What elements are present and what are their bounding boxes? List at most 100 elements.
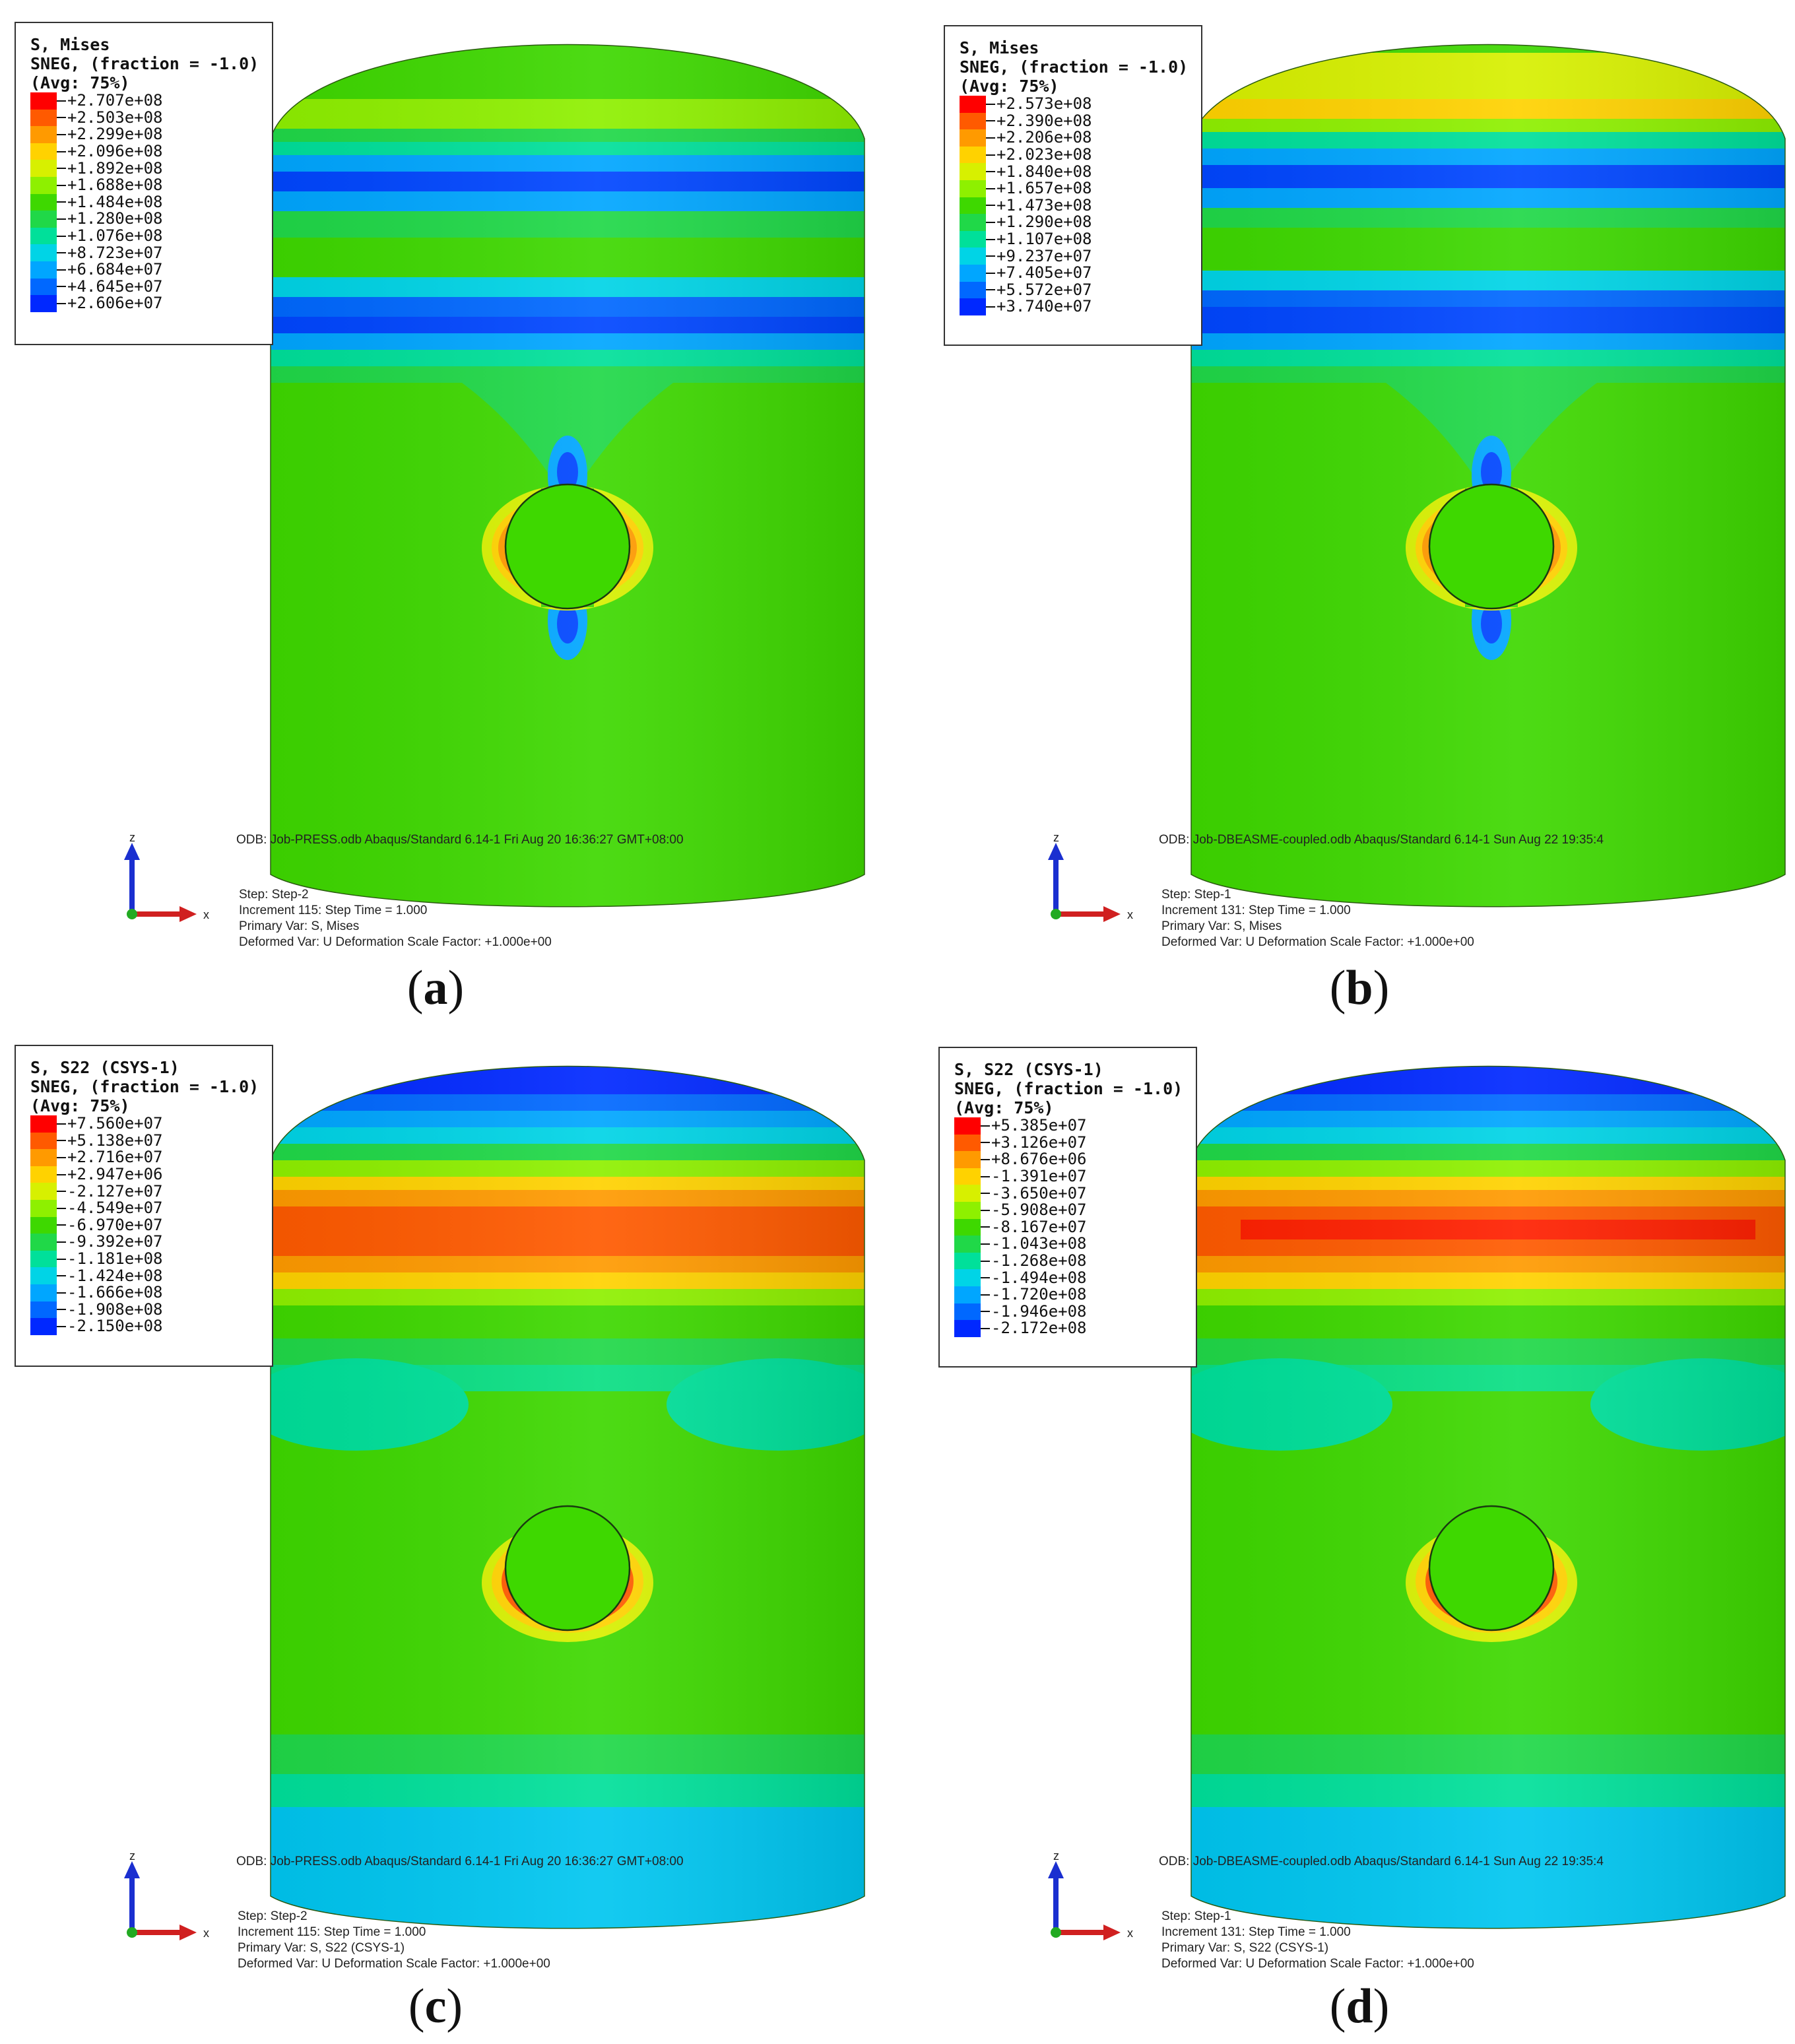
legend-title-variable: S, S22 (CSYS-1) (954, 1060, 1103, 1079)
legend-row: +2.573e+08 (960, 96, 1188, 113)
legend-value: +1.107e+08 (996, 230, 1092, 249)
legend-value: -5.908e+07 (991, 1201, 1087, 1220)
legend-tick (981, 1193, 990, 1195)
deformed-var-line: Deformed Var: U Deformation Scale Factor… (1161, 935, 1474, 949)
legend-row: +2.299e+08 (30, 126, 259, 143)
legend-tick (57, 117, 66, 119)
legend-row: +7.405e+07 (960, 265, 1188, 282)
legend-value: +4.645e+07 (67, 277, 163, 296)
legend-scale: +2.573e+08 +2.390e+08 +2.206e+08 +2.023e+08… (960, 96, 1188, 315)
legend-row: -5.908e+07 (954, 1202, 1183, 1219)
legend-tick (57, 1309, 66, 1311)
axis-triad: z x (124, 1849, 209, 1940)
z-axis-arrowhead (1048, 843, 1064, 860)
panel-label: (c) (408, 1979, 463, 2033)
legend-value: +8.723e+07 (67, 243, 163, 262)
panel-letter: b (1346, 961, 1373, 1015)
increment-line: Increment 131: Step Time = 1.000 (1161, 1925, 1351, 1939)
legend-value: -1.946e+08 (991, 1302, 1087, 1321)
legend-row: -3.650e+07 (954, 1185, 1183, 1202)
deformed-var-line: Deformed Var: U Deformation Scale Factor… (238, 1957, 550, 1971)
origin-dot (1051, 909, 1061, 919)
panel-label: (d) (1329, 1979, 1390, 2033)
legend-color-swatch (30, 160, 57, 177)
legend-row: -1.181e+08 (30, 1251, 259, 1268)
z-axis-arrowhead (124, 1861, 140, 1878)
legend-title-avg: (Avg: 75%) (30, 1096, 130, 1115)
legend-value: -4.549e+07 (67, 1199, 163, 1218)
legend-tick (986, 154, 995, 156)
legend-value: -1.043e+08 (991, 1234, 1087, 1253)
vessel-contour-plot (1191, 1065, 1786, 1929)
legend-tick (57, 1325, 66, 1327)
legend-box: S, Mises SNEG, (fraction = -1.0) (Avg: 7… (944, 25, 1202, 346)
legend-tick (986, 187, 995, 189)
primary-var-line: Primary Var: S, Mises (239, 919, 360, 933)
legend-value: +2.206e+08 (996, 128, 1092, 147)
legend-value: -1.720e+08 (991, 1285, 1087, 1304)
legend-row: +1.688e+08 (30, 177, 259, 194)
legend-row: -1.268e+08 (954, 1253, 1183, 1270)
z-axis-label: z (1053, 1849, 1059, 1863)
legend-color-swatch (30, 143, 57, 160)
legend-row: -2.150e+08 (30, 1318, 259, 1335)
legend-tick (57, 1173, 66, 1175)
legend-row: +1.290e+08 (960, 214, 1188, 231)
legend-scale: +7.560e+07 +5.138e+07 +2.716e+07 +2.947e+06… (30, 1115, 259, 1335)
legend-row: +8.723e+07 (30, 244, 259, 261)
legend-color-swatch (30, 1166, 57, 1183)
x-axis-label: x (1127, 1927, 1133, 1940)
legend-color-swatch (960, 230, 986, 248)
legend-value: -2.150e+08 (67, 1317, 163, 1336)
legend-color-swatch (954, 1201, 981, 1219)
legend-box: S, Mises SNEG, (fraction = -1.0) (Avg: 7… (15, 22, 273, 345)
legend-value: -1.908e+08 (67, 1300, 163, 1319)
legend-color-swatch (960, 112, 986, 130)
legend-tick (57, 133, 66, 135)
legend-row: +3.126e+07 (954, 1134, 1183, 1152)
legend-color-swatch (30, 1301, 57, 1319)
axis-triad: z x (1048, 1849, 1133, 1940)
legend-color-swatch (30, 261, 57, 279)
legend-row: +7.560e+07 (30, 1115, 259, 1133)
panel-label: (a) (407, 961, 465, 1015)
legend-value: +2.947e+06 (67, 1165, 163, 1184)
legend-scale: +5.385e+07 +3.126e+07 +8.676e+06 -1.391e+07… (954, 1117, 1183, 1337)
legend-value: +2.096e+08 (67, 142, 163, 161)
legend-tick (986, 306, 995, 308)
panel-letter: c (424, 1979, 447, 2033)
legend-color-swatch (960, 247, 986, 265)
legend-row: +2.947e+06 (30, 1166, 259, 1183)
x-axis-arrowhead (180, 906, 197, 922)
legend-tick (981, 1277, 990, 1279)
legend-row: +1.657e+08 (960, 180, 1188, 197)
legend-color-swatch (30, 1115, 57, 1133)
legend-row: +5.385e+07 (954, 1117, 1183, 1135)
legend-color-swatch (30, 244, 57, 261)
legend-color-swatch (960, 264, 986, 282)
legend-value: -1.391e+07 (991, 1167, 1087, 1186)
legend-color-swatch (960, 146, 986, 164)
legend-color-swatch (960, 163, 986, 180)
legend-row: -1.391e+07 (954, 1168, 1183, 1185)
legend-row: -1.043e+08 (954, 1236, 1183, 1253)
legend-row: +1.473e+08 (960, 197, 1188, 214)
legend-color-swatch (30, 1183, 57, 1200)
panel-letter: a (423, 961, 448, 1015)
legend-color-swatch (954, 1168, 981, 1185)
legend-color-swatch (30, 1318, 57, 1335)
legend-color-swatch (954, 1185, 981, 1202)
legend-title-avg: (Avg: 75%) (30, 73, 130, 92)
x-axis-label: x (203, 908, 209, 921)
legend-value: +1.688e+08 (67, 176, 163, 195)
legend-color-swatch (954, 1320, 981, 1337)
legend-row: -4.549e+07 (30, 1200, 259, 1217)
legend-tick (57, 184, 66, 186)
x-axis-arrowhead (1103, 1925, 1121, 1940)
legend-row: -1.666e+08 (30, 1284, 259, 1302)
panel-a: S, Mises SNEG, (fraction = -1.0) (Avg: 7… (0, 0, 898, 1022)
x-axis-label: x (1127, 908, 1133, 921)
legend-color-swatch (30, 1216, 57, 1234)
legend-tick (986, 221, 995, 223)
legend-value: +1.840e+08 (996, 162, 1092, 181)
